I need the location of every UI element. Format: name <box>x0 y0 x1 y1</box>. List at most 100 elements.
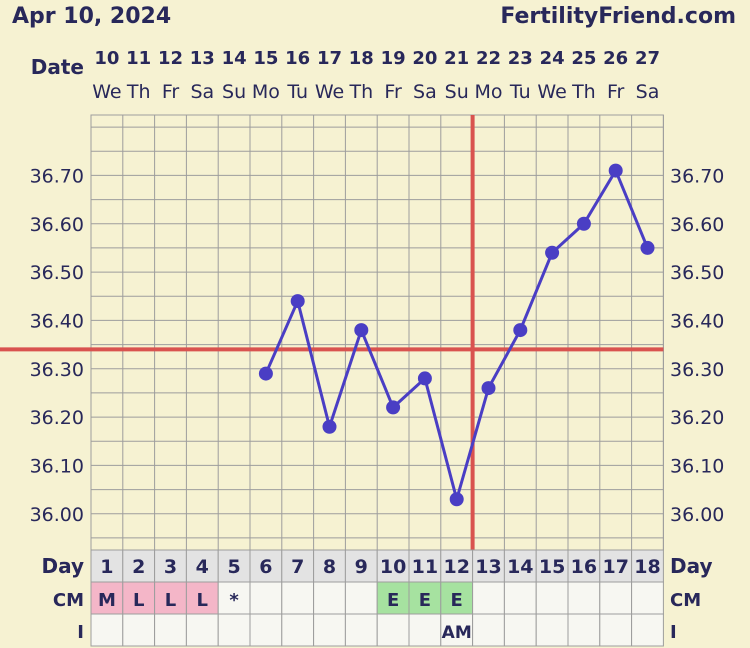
cm-cell <box>567 581 601 615</box>
temperature-point <box>258 366 273 381</box>
cycle-day-number: 3 <box>164 556 177 578</box>
weekday-tick: We <box>537 81 566 103</box>
temperature-point <box>417 371 432 386</box>
cycle-day-number: 1 <box>100 556 113 578</box>
date-row-label: Date <box>31 55 84 79</box>
intercourse-cell <box>313 613 346 647</box>
intercourse-cell <box>376 613 410 647</box>
date-tick: 10 <box>94 48 119 69</box>
temperature-point <box>481 381 496 396</box>
weekday-tick: Tu <box>286 81 308 103</box>
intercourse-value: AM <box>442 623 472 643</box>
cycle-day-number: 13 <box>475 556 501 578</box>
date-tick: 22 <box>476 48 501 69</box>
intercourse-cell <box>472 613 505 647</box>
weekday-tick: Th <box>126 81 151 103</box>
date-tick: 21 <box>444 48 469 69</box>
cycle-day-number: 6 <box>259 556 272 578</box>
cycle-day-number: 12 <box>443 556 469 578</box>
intercourse-cell <box>122 613 156 647</box>
cm-value: M <box>98 590 116 611</box>
i-row-label-right: I <box>670 622 677 643</box>
site-name: FertilityFriend.com <box>500 4 736 29</box>
cm-value: * <box>229 590 239 611</box>
y-tick-right: 36.20 <box>670 407 724 429</box>
weekday-tick: Mo <box>252 81 280 103</box>
weekday-tick: Th <box>571 81 596 103</box>
cycle-day-cell <box>535 549 569 583</box>
cycle-day-cell <box>217 549 251 583</box>
cycle-day-number: 8 <box>323 556 336 578</box>
weekday-tick: Sa <box>413 81 437 103</box>
intercourse-cell <box>503 613 537 647</box>
cycle-day-cell <box>472 549 505 583</box>
date-tick: 26 <box>603 48 628 69</box>
date-tick: 25 <box>571 48 596 69</box>
cm-cell <box>503 581 537 615</box>
y-tick-right: 36.50 <box>670 262 724 284</box>
cm-cell <box>535 581 569 615</box>
cm-value: E <box>451 590 463 611</box>
cm-cell <box>440 581 474 615</box>
date-tick: 12 <box>158 48 183 69</box>
weekday-tick: Fr <box>384 81 402 103</box>
weekday-tick: Mo <box>474 81 502 103</box>
weekday-tick: Sa <box>636 81 660 103</box>
cm-row-label: CM <box>53 590 84 611</box>
cycle-day-cell <box>599 549 633 583</box>
cycle-day-cell <box>631 549 664 583</box>
temperature-point <box>449 492 464 507</box>
cm-value: L <box>133 590 144 611</box>
temperature-point <box>608 163 623 178</box>
intercourse-cell <box>535 613 569 647</box>
cycle-day-cell <box>185 549 219 583</box>
weekday-tick: We <box>315 81 344 103</box>
y-tick-left: 36.10 <box>30 455 84 477</box>
cm-cell <box>599 581 633 615</box>
intercourse-cell <box>631 613 664 647</box>
date-tick: 17 <box>317 48 342 69</box>
temperature-point <box>640 240 655 255</box>
y-tick-left: 36.50 <box>30 262 84 284</box>
date-tick: 11 <box>126 48 151 69</box>
intercourse-cell <box>281 613 315 647</box>
y-tick-left: 36.00 <box>30 504 84 526</box>
temperature-point <box>545 245 560 260</box>
date-tick: 13 <box>190 48 215 69</box>
y-tick-right: 36.00 <box>670 504 724 526</box>
cycle-day-number: 5 <box>227 556 240 578</box>
cycle-day-number: 18 <box>634 556 660 578</box>
cm-cell <box>281 581 315 615</box>
cycle-day-number: 4 <box>196 556 209 578</box>
y-tick-left: 36.60 <box>30 214 84 236</box>
cycle-day-number: 9 <box>355 556 368 578</box>
date-tick: 24 <box>540 48 565 69</box>
day-row-label: Day <box>41 554 84 578</box>
date-tick: 19 <box>381 48 406 69</box>
cm-cell <box>472 581 505 615</box>
cycle-day-cell <box>313 549 346 583</box>
date-tick: 15 <box>253 48 278 69</box>
cycle-day-number: 11 <box>412 556 438 578</box>
cm-row-label-right: CM <box>670 590 701 611</box>
intercourse-cell <box>217 613 251 647</box>
intercourse-cell <box>154 613 187 647</box>
y-tick-left: 36.70 <box>30 165 84 187</box>
intercourse-cell <box>90 613 124 647</box>
cm-value: E <box>387 590 399 611</box>
y-tick-right: 36.70 <box>670 165 724 187</box>
cycle-day-number: 16 <box>571 556 597 578</box>
cm-cell <box>408 581 442 615</box>
cm-value: L <box>197 590 208 611</box>
cycle-day-cell <box>90 549 124 583</box>
day-row-label-right: Day <box>670 554 713 578</box>
y-tick-right: 36.60 <box>670 214 724 236</box>
cm-cell <box>313 581 346 615</box>
y-tick-right: 36.30 <box>670 359 724 381</box>
weekday-tick: Tu <box>509 81 531 103</box>
intercourse-cell <box>408 613 442 647</box>
cm-value: E <box>419 590 431 611</box>
cm-cell <box>344 581 378 615</box>
weekday-tick: Fr <box>607 81 625 103</box>
